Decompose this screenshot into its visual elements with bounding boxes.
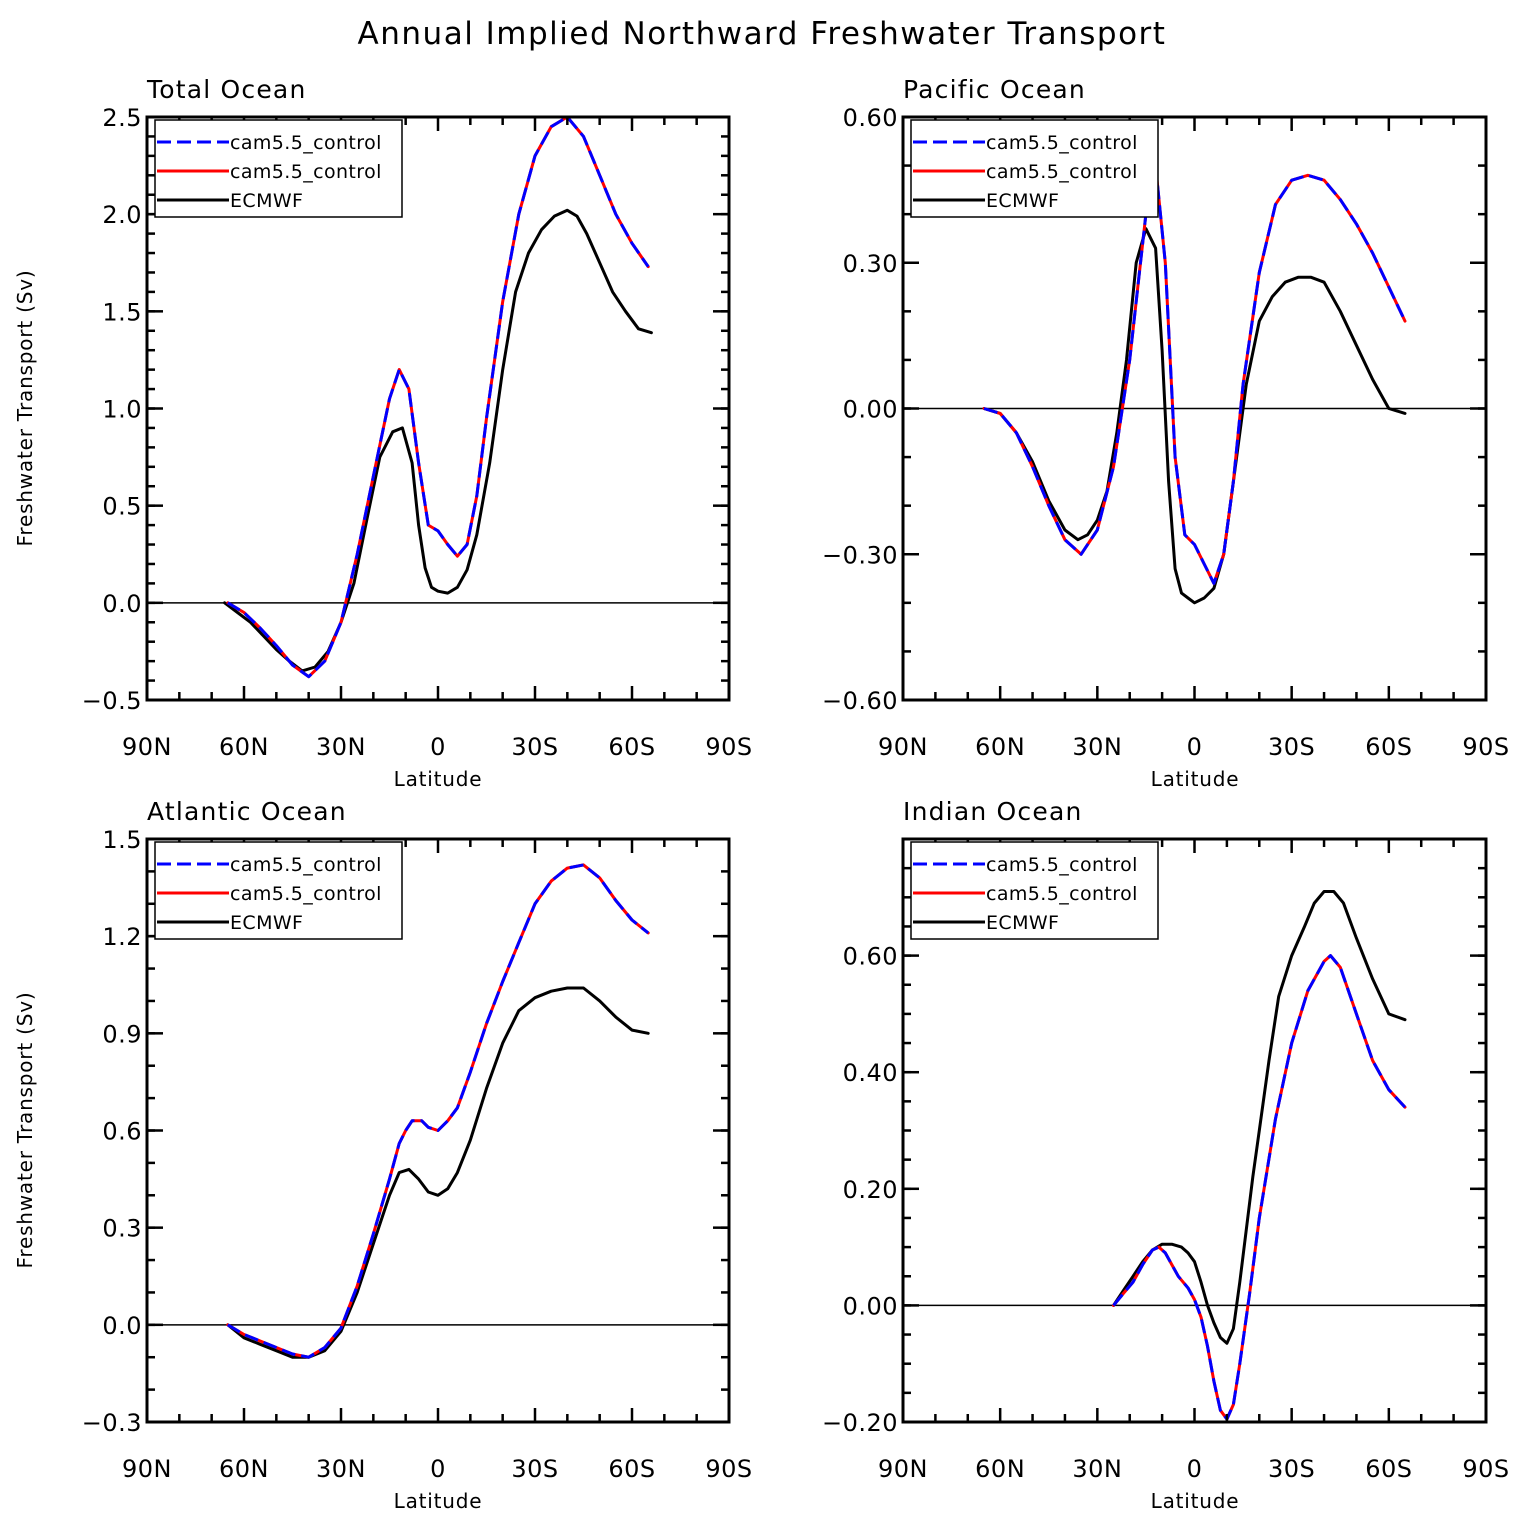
legend-label: cam5.5_control bbox=[230, 161, 382, 183]
legend: cam5.5_control cam5.5_control ECMWF bbox=[910, 119, 1159, 218]
x-tick-label: 90S bbox=[1462, 1455, 1509, 1483]
series-line-cam5-5-control-dashed bbox=[227, 115, 650, 679]
x-tick-label: 30S bbox=[1268, 733, 1315, 761]
x-tick-label: 60N bbox=[975, 733, 1025, 761]
legend: cam5.5_control cam5.5_control ECMWF bbox=[910, 841, 1159, 940]
y-tick-label: −0.5 bbox=[82, 687, 142, 715]
x-tick-label: 30N bbox=[316, 733, 366, 761]
legend: cam5.5_control cam5.5_control ECMWF bbox=[154, 841, 403, 940]
panel-indian-ocean: Indian Ocean 90N 60N 30N 0 30S 60S 90S −0.20 0.0… bbox=[822, 797, 1509, 1513]
x-tick-label: 60S bbox=[1365, 733, 1412, 761]
panel-total-ocean: Total Ocean 90N 60N 30N 0 30S 60S 90S −0.5 0.0 0.… bbox=[13, 75, 752, 791]
x-axis-label: Latitude bbox=[1151, 767, 1240, 791]
panel-title: Total Ocean bbox=[146, 75, 307, 104]
x-tick-label: 90N bbox=[878, 1455, 928, 1483]
x-axis-label: Latitude bbox=[394, 767, 483, 791]
x-axis-label: Latitude bbox=[1151, 1489, 1240, 1513]
panel-title: Pacific Ocean bbox=[903, 75, 1086, 104]
x-tick-label: 30S bbox=[511, 733, 558, 761]
figure-title: Annual Implied Northward Freshwater Tran… bbox=[358, 16, 1167, 52]
plot-area: 90N 60N 30N 0 30S 60S 90S −0.5 0.0 0.5 1.0 1.5 2.0 2.… bbox=[82, 104, 752, 761]
x-tick-label: 30N bbox=[316, 1455, 366, 1483]
y-tick-label: 0.30 bbox=[843, 250, 898, 278]
legend-label: ECMWF bbox=[986, 190, 1059, 212]
x-tick-label: 30N bbox=[1072, 1455, 1122, 1483]
legend-label: cam5.5_control bbox=[986, 883, 1138, 905]
plot-area: 90N 60N 30N 0 30S 60S 90S −0.20 0.00 0.20 0.40 0.60… bbox=[822, 837, 1509, 1483]
y-tick-label: 0.20 bbox=[843, 1176, 898, 1204]
y-tick-label: 0.00 bbox=[843, 1292, 898, 1320]
x-tick-label: 60N bbox=[219, 1455, 269, 1483]
legend-label: ECMWF bbox=[230, 912, 303, 934]
series-line-cam5-5-control-solid bbox=[1112, 954, 1407, 1421]
y-tick-label: −0.3 bbox=[82, 1409, 142, 1437]
x-tick-label: 90N bbox=[122, 1455, 172, 1483]
legend-label: cam5.5_control bbox=[230, 132, 382, 154]
y-tick-label: −0.20 bbox=[822, 1409, 898, 1437]
x-tick-label: 90S bbox=[1462, 733, 1509, 761]
x-axis-label: Latitude bbox=[394, 1489, 483, 1513]
legend: cam5.5_control cam5.5_control ECMWF bbox=[154, 119, 403, 218]
y-tick-label: 0.6 bbox=[102, 1118, 142, 1146]
x-tick-label: 90N bbox=[122, 733, 172, 761]
series-line-cam5-5-control-dashed bbox=[1112, 954, 1407, 1421]
x-tick-label: 30S bbox=[1268, 1455, 1315, 1483]
legend-label: ECMWF bbox=[230, 190, 303, 212]
y-tick-label: 0.0 bbox=[102, 1312, 142, 1340]
x-tick-label: 90S bbox=[705, 1455, 752, 1483]
y-axis-label: Freshwater Transport (Sv) bbox=[13, 992, 37, 1269]
legend-label: cam5.5_control bbox=[230, 854, 382, 876]
y-tick-label: 0.60 bbox=[843, 104, 898, 132]
x-tick-label: 90N bbox=[878, 733, 928, 761]
series-line-cam5-5-control-solid bbox=[982, 164, 1407, 585]
y-tick-label: 2.0 bbox=[102, 201, 142, 229]
legend-label: cam5.5_control bbox=[986, 161, 1138, 183]
x-tick-label: 60N bbox=[219, 733, 269, 761]
y-tick-label: −0.30 bbox=[822, 541, 898, 569]
y-tick-label: 0.9 bbox=[102, 1020, 142, 1048]
y-tick-label: 0.40 bbox=[843, 1059, 898, 1087]
y-tick-label: 2.5 bbox=[102, 104, 142, 132]
y-tick-label: 0.0 bbox=[102, 590, 142, 618]
x-tick-label: 60S bbox=[608, 1455, 655, 1483]
legend-label: cam5.5_control bbox=[230, 883, 382, 905]
y-tick-label: 0.00 bbox=[843, 396, 898, 424]
series-line-ecmwf bbox=[1112, 890, 1407, 1345]
series-line-cam5-5-control-dashed bbox=[227, 863, 650, 1359]
series-line-ecmwf bbox=[226, 986, 650, 1359]
y-tick-label: 0.5 bbox=[102, 493, 142, 521]
x-tick-label: 0 bbox=[430, 1455, 446, 1483]
x-tick-label: 60N bbox=[975, 1455, 1025, 1483]
legend-label: ECMWF bbox=[986, 912, 1059, 934]
y-tick-label: 0.60 bbox=[843, 943, 898, 971]
x-tick-label: 0 bbox=[430, 733, 446, 761]
y-axis-label: Freshwater Transport (Sv) bbox=[13, 270, 37, 547]
x-tick-label: 0 bbox=[1187, 1455, 1203, 1483]
y-tick-label: 1.2 bbox=[102, 923, 142, 951]
series-line-ecmwf bbox=[223, 208, 653, 673]
y-tick-label: 1.5 bbox=[102, 298, 142, 326]
legend-label: cam5.5_control bbox=[986, 854, 1138, 876]
x-tick-label: 30N bbox=[1072, 733, 1122, 761]
x-tick-label: 60S bbox=[608, 733, 655, 761]
y-tick-label: 0.3 bbox=[102, 1215, 142, 1243]
x-tick-label: 90S bbox=[705, 733, 752, 761]
x-tick-label: 0 bbox=[1187, 733, 1203, 761]
series-line-ecmwf bbox=[982, 227, 1407, 605]
y-tick-label: 1.5 bbox=[102, 826, 142, 854]
legend-label: cam5.5_control bbox=[986, 132, 1138, 154]
panel-pacific-ocean: Pacific Ocean 90N 60N 30N 0 30S 60S 90S −0.60 −0… bbox=[822, 75, 1509, 791]
panel-atlantic-ocean: Atlantic Ocean 90N 60N 30N 0 30S 60S 90S −0.3 0.… bbox=[13, 797, 752, 1513]
panel-title: Atlantic Ocean bbox=[147, 797, 347, 826]
plot-area: 90N 60N 30N 0 30S 60S 90S −0.3 0.0 0.3 0.6 0.9 1.2 1.… bbox=[82, 826, 752, 1483]
y-tick-label: 1.0 bbox=[102, 396, 142, 424]
x-tick-label: 60S bbox=[1365, 1455, 1412, 1483]
panel-title: Indian Ocean bbox=[903, 797, 1083, 826]
y-tick-label: −0.60 bbox=[822, 687, 898, 715]
series-line-cam5-5-control-dashed bbox=[983, 164, 1407, 585]
plot-area: 90N 60N 30N 0 30S 60S 90S −0.60 −0.30 0.00 0.30 0.6… bbox=[822, 104, 1509, 761]
x-tick-label: 30S bbox=[511, 1455, 558, 1483]
